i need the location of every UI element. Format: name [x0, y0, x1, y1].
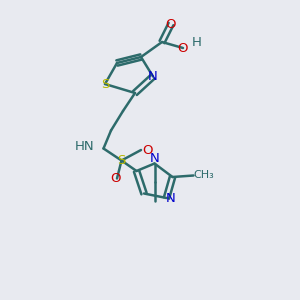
Text: O: O: [166, 17, 176, 31]
Text: HN: HN: [75, 140, 94, 154]
Text: N: N: [148, 70, 158, 83]
Text: S: S: [101, 77, 109, 91]
Text: O: O: [110, 172, 121, 185]
Text: O: O: [178, 41, 188, 55]
Text: S: S: [117, 154, 126, 167]
Text: N: N: [166, 191, 176, 205]
Text: O: O: [142, 143, 153, 157]
Text: N: N: [150, 152, 159, 166]
Text: H: H: [192, 35, 201, 49]
Text: CH₃: CH₃: [194, 170, 214, 181]
